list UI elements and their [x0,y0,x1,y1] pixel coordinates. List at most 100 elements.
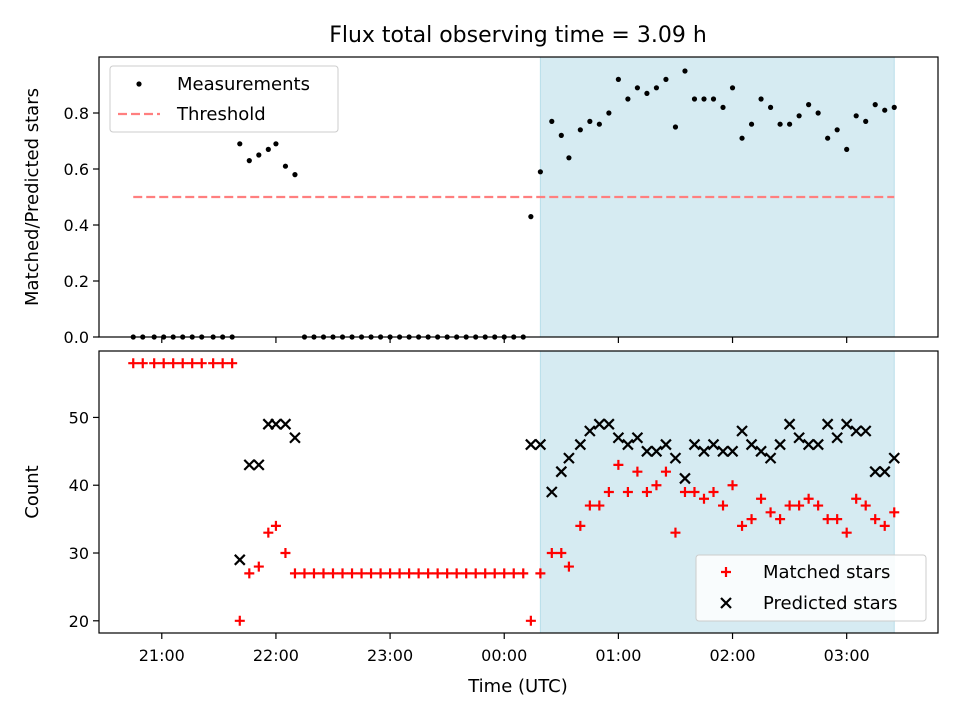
measurements-point [739,135,745,141]
matched-stars-point [594,500,605,511]
x-tick-label: 02:00 [709,646,755,665]
matched-stars-point [263,527,274,538]
matched-stars-point [679,487,690,497]
predicted-stars-point [821,418,834,430]
matched-stars-point [394,568,405,579]
matched-stars-point [289,568,300,579]
measurements-point [796,113,802,119]
matched-stars-point [784,500,795,511]
predicted-stars-point [764,452,777,464]
legend-measurements-swatch [136,81,142,87]
x-tick-label: 03:00 [824,646,870,665]
count-x-ticks: 21:00 22:00 23:00 00:00 01:00 02:00 03:00 [139,633,870,665]
predicted-stars-point [289,431,301,444]
predicted-stars-point [679,472,691,485]
predicted-stars-point [650,445,663,458]
matched-stars-point [613,459,624,470]
predicted-stars-point [534,438,547,451]
predicted-stars-point [888,452,901,464]
y-tick-label: 40 [69,476,89,495]
matched-stars-point [727,480,738,491]
matched-stars-point [442,568,453,579]
measurements-point [787,121,793,127]
predicted-stars-point [745,438,758,451]
matched-stars-point [813,500,824,511]
matched-stars-point [385,568,396,579]
predicted-stars-point [869,465,881,478]
predicted-stars-point [812,438,824,451]
y-tick-label: 50 [69,408,89,427]
matched-stars-point [413,568,424,579]
y-tick-label: 0.6 [64,160,89,179]
matched-stars-point [423,568,434,579]
measurements-point [682,68,688,74]
matched-stars-point [794,500,805,511]
ratio-panel: 0.00.20.40.60.8 Matched/Predicted stars … [22,56,939,347]
matched-stars-point [375,568,386,579]
count-panel: 20 30 40 50 21:00 22:00 23:00 00:00 01:00 02:00 0… [22,350,939,665]
matched-stars-point [187,358,198,369]
predicted-stars-point [802,438,815,451]
matched-stars-point [546,548,557,559]
y-tick-label: 20 [69,612,89,631]
matched-stars-point [461,568,472,579]
ratio-y-ticks: 0.0 0.2 0.4 0.6 0.8 [64,104,99,347]
matched-stars-point [217,358,228,369]
matched-stars-point [870,514,881,525]
measurements-point [282,163,289,169]
ratio-axes-frame [98,56,939,338]
matched-stars-point [299,568,310,579]
predicted-stars-point [546,486,558,498]
y-tick-label: 0.4 [64,216,89,235]
chart-title: Flux total observing time = 3.09 h [329,23,707,48]
predicted-stars-point [622,438,634,451]
matched-stars-point [718,500,729,511]
x-tick-label: 22:00 [253,646,299,665]
measurements-point [587,118,593,124]
measurements-point [596,121,602,127]
legend-measurements-label: Measurements [177,74,310,95]
matched-stars-point [879,520,890,531]
measurements-point [701,96,707,102]
matched-stars-point [518,568,529,579]
ratio-x-ticks [161,337,848,343]
count-y-axis-label: Count [22,465,43,518]
measurements-point [634,85,641,91]
measurements-point [273,141,279,147]
measurements-point [653,85,660,91]
measurements-point [729,85,736,91]
measurements-point [767,104,774,110]
x-tick-label: 21:00 [139,646,185,665]
measurements-point [549,118,555,124]
count-axes-frame [98,350,939,634]
predicted-stars-point [584,425,596,437]
measurements-point [246,158,252,164]
count-marks [128,358,901,626]
measurements-point [537,169,543,175]
matched-stars-point [670,527,681,538]
count-y-ticks: 20 30 40 50 [69,408,99,631]
measurements-point [891,104,897,110]
measurements-point [644,90,650,96]
predicted-stars-point [783,418,796,430]
matched-stars-point [328,568,339,579]
measurements-point [566,155,572,161]
matched-stars-point [746,514,757,525]
predicted-stars-point [574,438,587,451]
matched-stars-point [775,514,786,525]
matched-stars-point [451,568,462,579]
measurements-point [748,121,755,127]
predicted-stars-point [279,418,292,430]
measurements-point [863,118,869,124]
matched-stars-point [563,561,574,572]
predicted-stars-point [736,425,748,437]
y-tick-label: 0.8 [64,104,89,123]
predicted-stars-point [840,418,853,430]
measurements-point [577,127,583,133]
measurements-point [882,107,888,113]
matched-stars-point [280,548,291,559]
legend-box [695,554,927,622]
predicted-stars-point [878,465,891,478]
matched-stars-point [737,520,748,531]
matched-stars-point [137,358,148,369]
